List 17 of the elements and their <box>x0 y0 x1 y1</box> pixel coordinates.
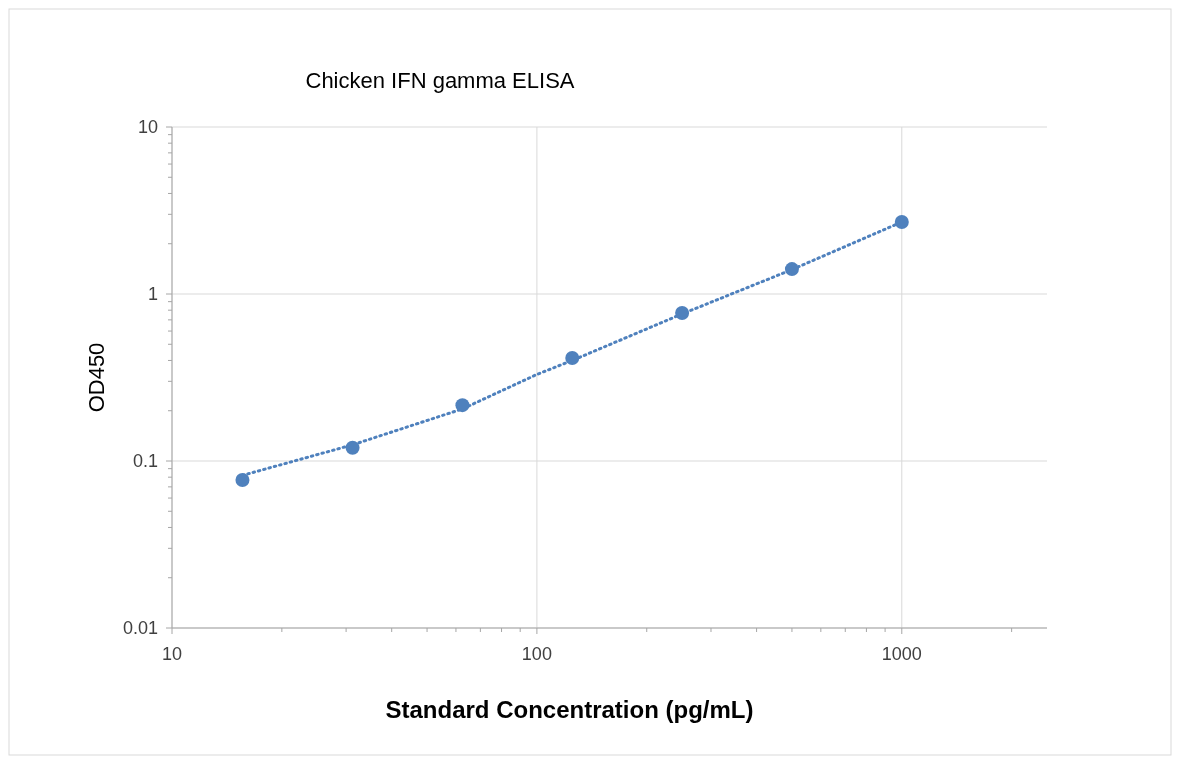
x-axis-title: Standard Concentration (pg/mL) <box>385 696 754 723</box>
point <box>675 305 690 320</box>
x-tick-label: 1000 <box>881 644 922 664</box>
y-tick-label: 1 <box>147 284 158 304</box>
point <box>345 440 360 455</box>
point <box>565 350 580 365</box>
point <box>235 472 250 487</box>
chart-title: Chicken IFN gamma ELISA <box>305 68 575 93</box>
point <box>784 262 799 277</box>
y-tick-label: 10 <box>137 117 158 137</box>
point <box>455 398 470 413</box>
point <box>894 214 909 229</box>
y-axis-title: OD450 <box>84 342 109 413</box>
x-tick-label: 100 <box>521 644 552 664</box>
y-tick-label: 0.01 <box>122 618 158 638</box>
y-tick-label: 0.1 <box>132 451 158 471</box>
x-tick-label: 10 <box>161 644 183 664</box>
